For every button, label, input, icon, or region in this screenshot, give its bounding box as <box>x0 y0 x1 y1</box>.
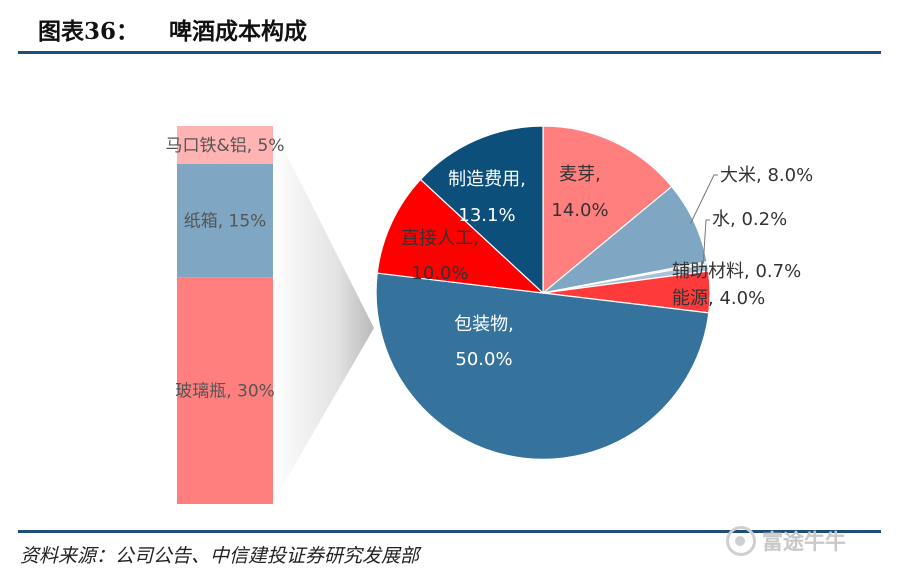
slice-label: 包装物, <box>454 314 514 335</box>
pie-slice <box>419 125 544 295</box>
bottom-divider <box>18 530 881 533</box>
leader-line <box>702 219 710 264</box>
slice-label: 能源, 4.0% <box>672 288 765 309</box>
bar-segment <box>177 277 273 504</box>
top-divider <box>18 51 881 54</box>
bar-segment <box>177 126 273 164</box>
stacked-bar: 玻璃瓶, 30% 纸箱, 15% 马口铁&铝, 5% <box>165 126 285 504</box>
page-title: 图表36： 啤酒成本构成 <box>38 12 307 46</box>
pie-labels: 麦芽, 14.0% 包装物, 50.0% 直接人工, 10.0% 制造费用, 13.1% 大米,… <box>401 164 813 370</box>
watermark-logo-icon <box>726 526 756 556</box>
chart-title: 啤酒成本构成 <box>169 18 308 45</box>
slice-value-label: 13.1% <box>458 205 515 226</box>
pie-chart <box>375 125 711 460</box>
slice-label: 制造费用, <box>448 169 526 190</box>
pie-slice <box>376 178 545 294</box>
slice-value-label: 10.0% <box>411 263 468 284</box>
watermark: 富途牛牛 <box>726 526 846 556</box>
bar-segment <box>177 163 273 278</box>
bar-segment-label: 玻璃瓶, 30% <box>175 382 275 402</box>
slice-label: 麦芽, <box>559 164 601 185</box>
bar-segment-label: 纸箱, 15% <box>184 212 267 232</box>
slice-label: 水, 0.2% <box>712 209 787 230</box>
slice-label: 大米, 8.0% <box>720 165 813 186</box>
bar-segment-label: 马口铁&铝, 5% <box>165 136 284 156</box>
figure-number: 图表36： <box>38 18 140 45</box>
connector-funnel <box>272 126 374 504</box>
watermark-text: 富途牛牛 <box>762 530 846 554</box>
slice-value-label: 14.0% <box>551 200 608 221</box>
slice-label: 辅助材料, 0.7% <box>672 261 801 282</box>
pie-slice <box>375 272 710 460</box>
slice-label: 直接人工, <box>401 228 479 249</box>
source-note: 资料来源：公司公告、中信建投证券研究发展部 <box>20 545 420 567</box>
leader-line <box>690 174 718 224</box>
pie-slice <box>542 125 673 295</box>
slice-value-label: 50.0% <box>455 349 512 370</box>
